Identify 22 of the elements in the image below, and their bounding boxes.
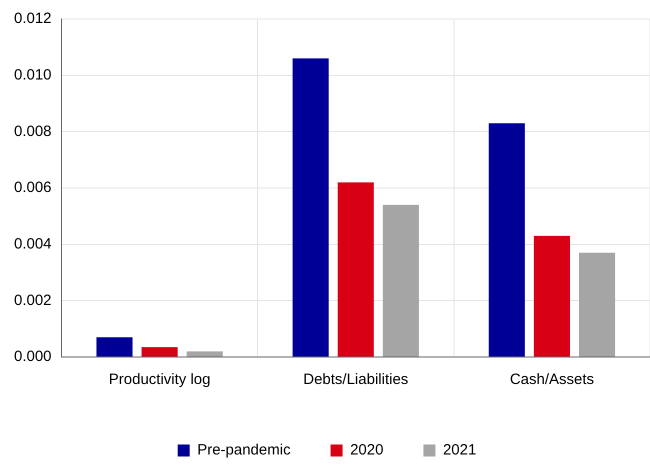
legend-label: 2021 [442,442,476,459]
x-tick-label: Cash/Assets [510,371,594,388]
bar [338,182,374,356]
bar [488,123,525,356]
bar [534,236,570,356]
y-tick-label: 0.004 [14,235,52,252]
bar [186,351,223,356]
legend-label: Pre-pandemic [197,442,292,459]
x-tick-label: Productivity log [108,371,210,388]
y-tick-label: 0.002 [14,292,52,309]
bar [382,204,419,356]
y-tick-label: 0.010 [14,66,52,84]
bar [578,252,616,356]
bar [142,347,178,356]
bar [96,337,133,356]
bar [292,58,329,356]
y-tick-label: 0.000 [14,348,52,366]
y-tick-label: 0.006 [14,179,52,196]
y-tick-label: 0.008 [14,122,52,140]
legend-label: 2020 [350,442,384,459]
y-tick-label: 0.012 [14,10,52,28]
x-tick-label: Debts/Liabilities [303,371,408,388]
